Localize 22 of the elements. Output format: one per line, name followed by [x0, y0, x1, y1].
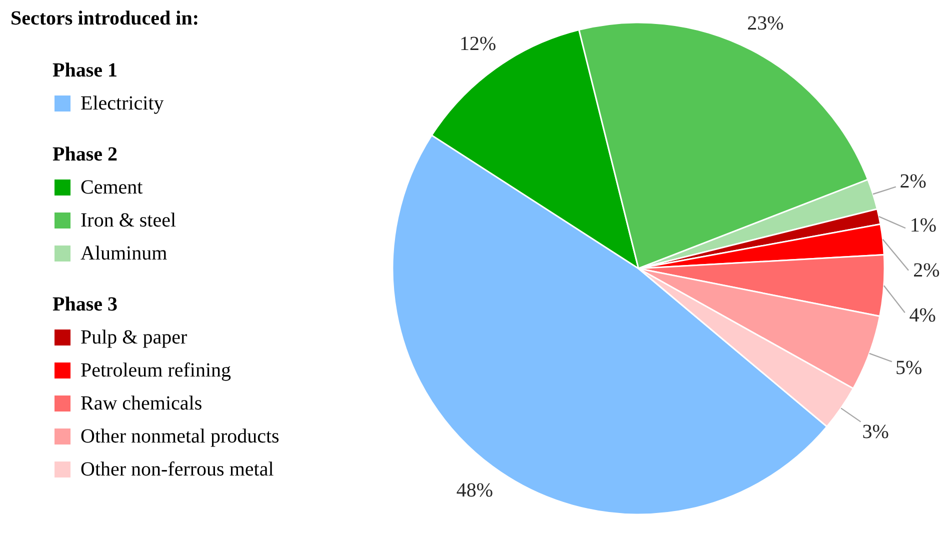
text: Phase 1 — [52, 60, 118, 82]
legend-label: Other nonmetal products — [80, 426, 280, 448]
data-label: 4% — [909, 304, 936, 327]
legend-label: Aluminum — [80, 242, 168, 264]
legend-label: Pulp & paper — [80, 326, 188, 348]
legend-label: Iron & steel — [80, 210, 176, 232]
data-label: 48% — [456, 480, 494, 502]
legend-label: Petroleum refining — [80, 360, 232, 382]
data-label: 12% — [460, 33, 496, 56]
legend-label: Electricity — [80, 92, 164, 114]
legend-label: Cement — [80, 176, 144, 198]
data-label: 2% — [900, 170, 926, 192]
legend-title: Sectors introduced in: — [10, 8, 200, 30]
legend-label: Raw chemicals — [80, 392, 202, 414]
text: Phase 3 — [52, 294, 118, 316]
text: Phase 2 — [52, 144, 118, 166]
data-label: 5% — [895, 356, 922, 379]
data-label: 23% — [747, 12, 784, 34]
data-label: 3% — [862, 421, 889, 444]
data-label: 1% — [910, 214, 937, 236]
legend-label: Other non-ferrous metal — [80, 458, 274, 480]
data-label: 2% — [913, 260, 940, 282]
